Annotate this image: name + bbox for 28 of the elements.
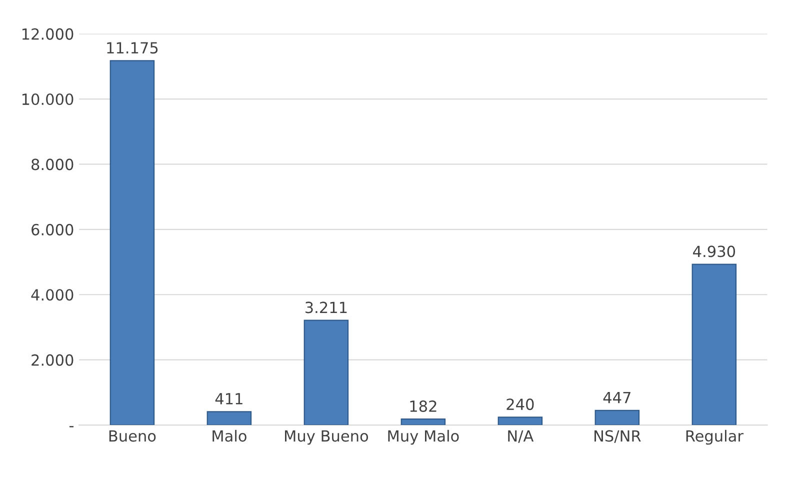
x-tick-label: Regular (686, 430, 744, 445)
data-label: 182 (410, 400, 436, 412)
x-tick-label: NS/NR (594, 430, 641, 443)
x-tick-label: Bueno (109, 430, 156, 442)
data-label: 447 (603, 392, 630, 404)
y-tick-label: 12.000 (22, 28, 74, 40)
data-label: 4.930 (693, 246, 736, 258)
y-tick-label: 2.000 (32, 354, 74, 366)
data-label: 11.175 (107, 42, 158, 54)
x-tick-label: Muy Bueno (285, 430, 368, 445)
y-tick-label: 6.000 (32, 224, 74, 236)
data-label: 411 (215, 393, 242, 404)
data-label: 3.211 (305, 302, 347, 314)
y-tick-label: 8.000 (32, 158, 74, 170)
bar (692, 264, 737, 426)
bar (400, 418, 446, 426)
x-tick-label: Muy Malo (388, 430, 459, 445)
y-tick-label: - (69, 426, 74, 428)
x-tick-label: N/A (508, 430, 534, 443)
bar (110, 60, 155, 426)
data-label: 240 (506, 398, 534, 410)
bar (206, 411, 252, 426)
bar (594, 410, 640, 426)
x-tick-label: Malo (212, 430, 246, 442)
bar (304, 320, 349, 426)
bar (498, 416, 543, 426)
y-tick-label: 4.000 (31, 289, 74, 301)
y-tick-label: 10.000 (22, 93, 74, 106)
